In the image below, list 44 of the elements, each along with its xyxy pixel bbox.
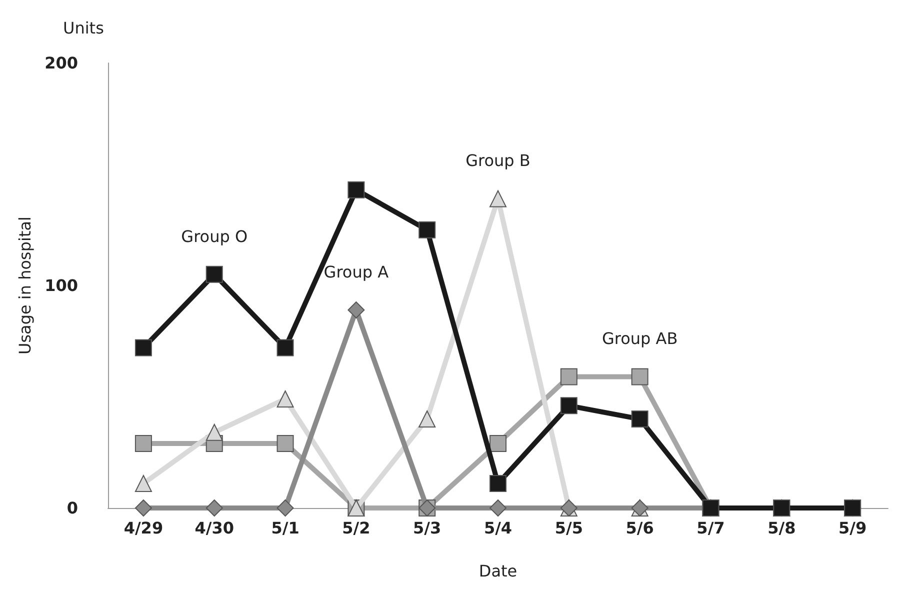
point <box>276 390 294 408</box>
x-tick-label: 5/9 <box>838 518 867 538</box>
x-tick-label: 4/30 <box>194 518 234 538</box>
point <box>206 266 223 283</box>
x-tick-label: 5/7 <box>696 518 725 538</box>
annotation: Group A <box>324 262 389 282</box>
point <box>348 301 365 318</box>
y-tick-label: 200 <box>44 54 78 72</box>
point <box>490 190 506 208</box>
x-tick-label: 5/3 <box>413 518 442 538</box>
point <box>418 410 436 428</box>
point <box>206 500 223 516</box>
x-tick-label: 5/6 <box>626 518 654 538</box>
point <box>490 475 506 492</box>
point <box>631 410 648 428</box>
y-tick-label: 100 <box>44 276 78 295</box>
point <box>418 221 436 238</box>
point <box>348 181 365 198</box>
text: Units <box>63 18 104 38</box>
point <box>134 475 152 492</box>
point <box>134 434 152 452</box>
point <box>560 368 578 386</box>
x-axis-title: Date <box>478 562 518 580</box>
point <box>490 434 506 452</box>
point <box>206 424 223 441</box>
y-axis-title: Usage in hospital <box>16 216 34 354</box>
point <box>631 368 648 386</box>
y-tick-label: 0 <box>66 498 78 518</box>
point <box>276 339 294 356</box>
point <box>490 500 506 516</box>
point <box>276 434 294 452</box>
point <box>276 500 294 516</box>
x-tick-label: 4/29 <box>124 518 164 538</box>
x-tick-label: 5/2 <box>342 518 370 538</box>
x-tick-label: 5/4 <box>484 518 512 538</box>
annotation: Group B <box>466 151 530 170</box>
x-tick-label: 5/1 <box>271 518 300 538</box>
x-tick-label: 5/8 <box>768 518 796 538</box>
annotation: Group O <box>181 226 248 246</box>
annotation: Group AB <box>602 329 678 348</box>
point <box>560 397 578 414</box>
x-tick-label: 5/5 <box>554 518 583 538</box>
point <box>134 339 152 356</box>
point <box>134 500 152 516</box>
